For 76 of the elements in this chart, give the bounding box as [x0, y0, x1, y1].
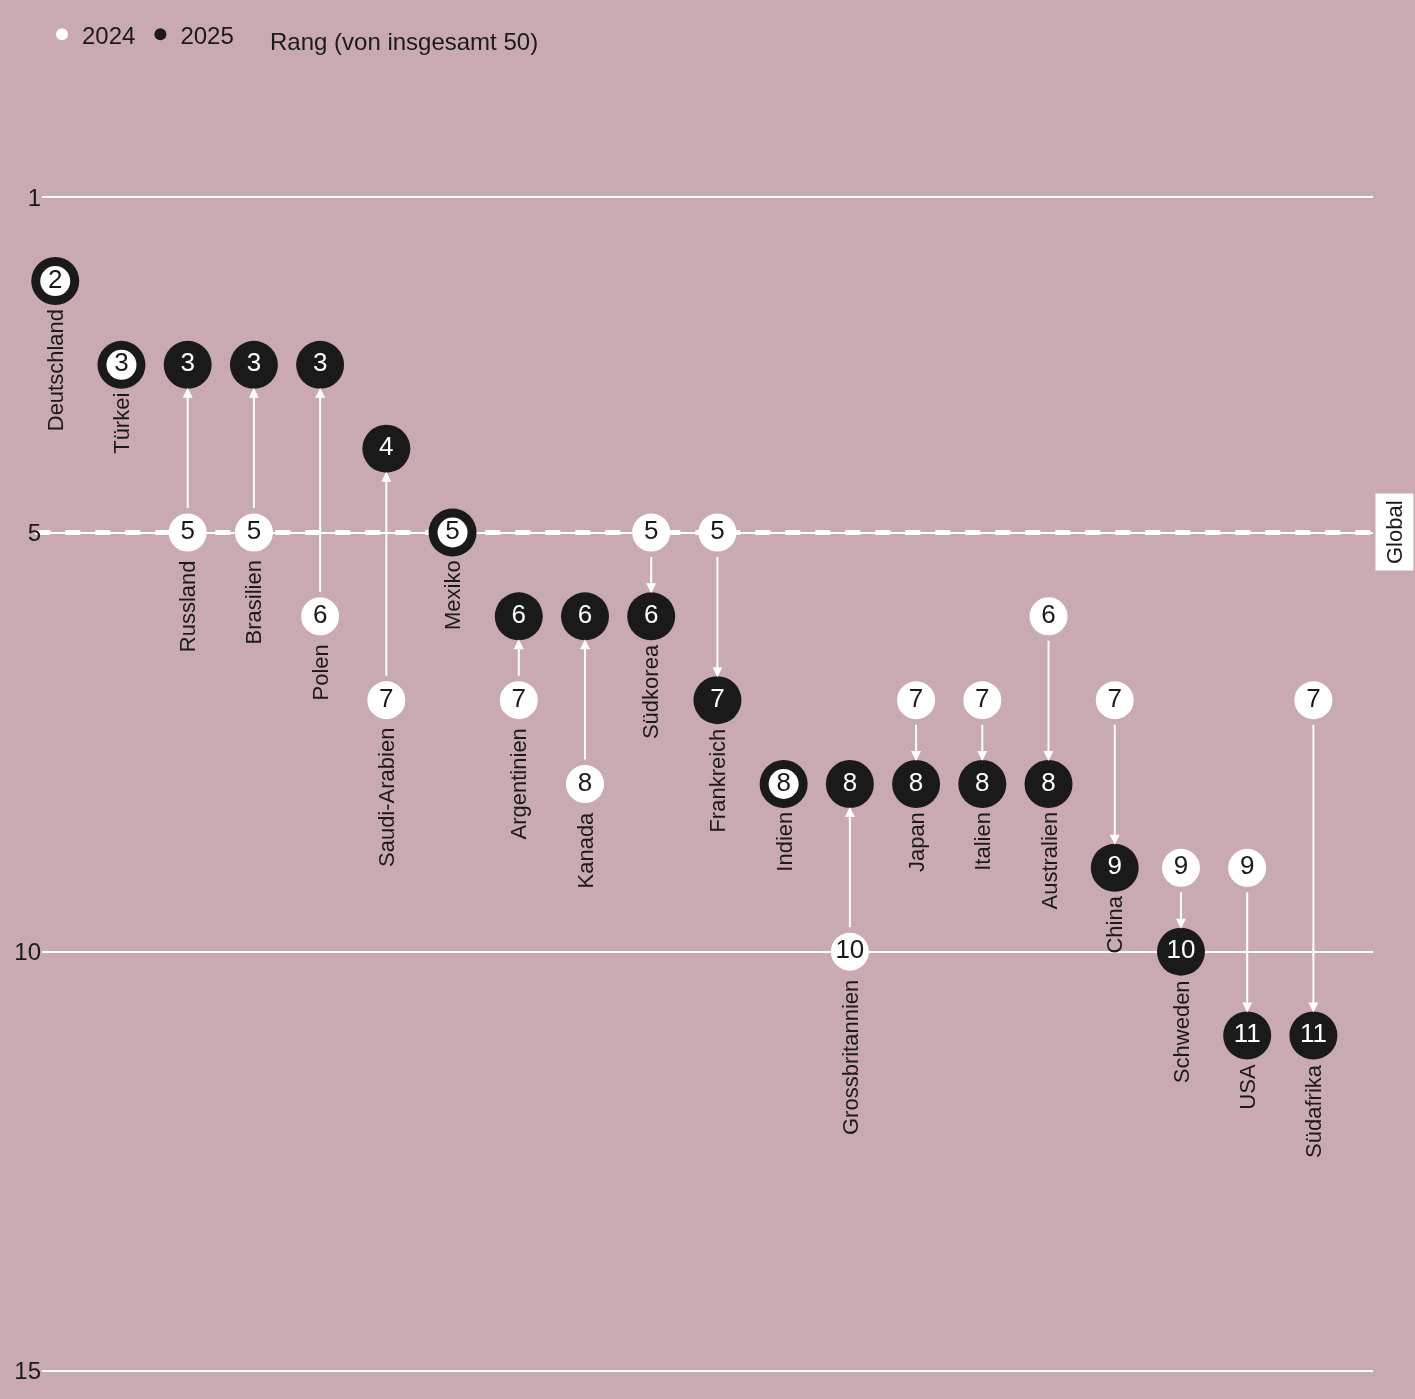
point	[163, 340, 212, 389]
x-tick-label: Japan	[904, 812, 930, 873]
data-label: 10	[835, 934, 865, 965]
data-label: 7	[975, 682, 990, 713]
data-label: 5	[246, 515, 262, 546]
point	[693, 676, 742, 725]
point	[892, 760, 941, 808]
data-label: 3	[114, 347, 129, 378]
point	[229, 340, 278, 389]
data-label: 7	[710, 682, 725, 713]
x-tick-label: Kanada	[572, 811, 598, 889]
data-label: 11	[1299, 1017, 1327, 1048]
data-label: 7	[908, 682, 924, 713]
y-tick-label: 5	[27, 518, 41, 546]
data-label: 8	[577, 766, 593, 797]
data-label: 5	[445, 515, 460, 546]
data-label: 8	[842, 766, 858, 797]
point	[1090, 843, 1139, 892]
x-tick-label: USA	[1234, 1064, 1260, 1110]
x-tick-label: Südkorea	[638, 644, 664, 740]
data-label: 8	[776, 766, 791, 797]
x-tick-label: Saudi-Arabien	[373, 727, 399, 868]
data-label: 3	[246, 347, 262, 378]
data-label: 2	[48, 263, 63, 294]
x-tick-label: Indien	[771, 811, 797, 872]
data-label: 11	[1233, 1017, 1261, 1048]
data-label: 9	[1107, 850, 1122, 881]
x-tick-label: Schweden	[1168, 980, 1194, 1084]
data-label: 3	[312, 347, 328, 378]
point	[296, 340, 345, 389]
point	[958, 760, 1007, 808]
data-label: 6	[643, 598, 659, 629]
data-label: 8	[1041, 766, 1056, 797]
x-tick-label: Mexiko	[440, 560, 466, 631]
x-tick-label: Deutschland	[43, 308, 69, 432]
y-tick-label: 10	[14, 938, 41, 966]
data-label: 5	[180, 515, 195, 546]
data-label: 7	[379, 682, 394, 713]
data-label: 7	[511, 682, 527, 713]
data-label: 6	[577, 598, 593, 629]
data-label: 4	[379, 431, 394, 462]
point	[627, 592, 676, 641]
x-tick-label: China	[1101, 895, 1127, 954]
data-label: 5	[643, 515, 659, 546]
x-tick-label: Frankreich	[705, 728, 731, 833]
legend-label: 2024	[82, 21, 136, 49]
x-tick-label: Brasilien	[241, 560, 267, 645]
data-label: 6	[1041, 598, 1056, 629]
point	[1024, 760, 1073, 808]
legend-label: 2025	[180, 21, 234, 49]
data-label: 10	[1166, 934, 1196, 965]
point	[561, 592, 609, 641]
data-label: 5	[710, 515, 725, 546]
data-label: 9	[1239, 850, 1255, 881]
data-label: 6	[511, 598, 527, 629]
text: Rang (von insgesamt 50)	[270, 28, 539, 55]
x-tick-label: Italien	[969, 812, 995, 871]
x-tick-label: Russland	[175, 560, 201, 653]
x-tick-label: Türkei	[109, 392, 135, 454]
y-tick-label: 15	[14, 1357, 41, 1385]
data-label: 3	[180, 347, 195, 378]
data-label: 6	[312, 598, 328, 629]
x-tick-label: Australien	[1036, 811, 1062, 910]
ref-line-label: Global	[1381, 500, 1407, 565]
data-label: 7	[1107, 682, 1122, 713]
data-label: 8	[908, 766, 924, 797]
point	[825, 760, 874, 808]
data-label: 9	[1173, 850, 1189, 881]
x-tick-label: Argentinien	[506, 728, 532, 840]
y-tick-label: 1	[27, 183, 41, 211]
point	[494, 592, 543, 641]
data-label: 8	[975, 766, 990, 797]
x-tick-label: Südafrika	[1300, 1064, 1326, 1158]
x-tick-label: Grossbritannien	[837, 979, 863, 1136]
data-label: 7	[1306, 682, 1321, 713]
x-tick-label: Polen	[307, 644, 333, 701]
